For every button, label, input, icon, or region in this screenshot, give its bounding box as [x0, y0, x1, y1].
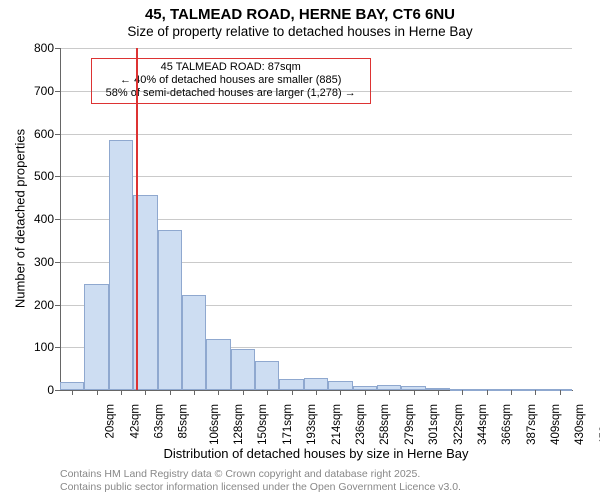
y-tick [55, 262, 60, 263]
x-tick-label: 214sqm [331, 404, 343, 445]
histogram-bar [255, 361, 279, 390]
x-tick [414, 390, 415, 395]
x-tick [218, 390, 219, 395]
x-tick [72, 390, 73, 395]
x-tick [170, 390, 171, 395]
x-tick-label: 150sqm [257, 404, 269, 445]
x-tick-label: 279sqm [404, 404, 416, 445]
x-tick-label: 42sqm [129, 404, 141, 439]
x-tick-label: 322sqm [452, 404, 464, 445]
chart-subtitle: Size of property relative to detached ho… [0, 24, 600, 39]
chart-container: 45, TALMEAD ROAD, HERNE BAY, CT6 6NU Siz… [0, 0, 600, 500]
x-tick-label: 128sqm [233, 404, 245, 445]
x-tick-label: 20sqm [105, 404, 117, 439]
y-tick [55, 134, 60, 135]
x-tick-label: 366sqm [501, 404, 513, 445]
footer-line-2: Contains public sector information licen… [60, 481, 461, 493]
histogram-bar [84, 284, 108, 390]
x-tick-label: 344sqm [477, 404, 489, 445]
x-tick [560, 390, 561, 395]
x-tick-label: 430sqm [574, 404, 586, 445]
x-tick [145, 390, 146, 395]
y-tick [55, 219, 60, 220]
x-tick-label: 236sqm [355, 404, 367, 445]
footer-line-1: Contains HM Land Registry data © Crown c… [60, 468, 420, 480]
x-tick [316, 390, 317, 395]
x-tick [389, 390, 390, 395]
x-tick [97, 390, 98, 395]
histogram-bar [60, 382, 84, 390]
y-tick-label: 700 [26, 84, 54, 98]
x-tick [438, 390, 439, 395]
histogram-bar [206, 339, 230, 390]
histogram-bar [231, 349, 255, 390]
annotation-box: 45 TALMEAD ROAD: 87sqm ← 40% of detached… [91, 58, 371, 104]
x-tick-label: 193sqm [306, 404, 318, 445]
y-tick-label: 400 [26, 212, 54, 226]
y-tick-label: 200 [26, 298, 54, 312]
histogram-bar [109, 140, 133, 390]
annotation-line-3: 58% of semi-detached houses are larger (… [98, 87, 364, 100]
histogram-bar [279, 379, 303, 390]
x-tick [365, 390, 366, 395]
y-tick [55, 347, 60, 348]
annotation-line-1: 45 TALMEAD ROAD: 87sqm [98, 61, 364, 74]
histogram-bar [304, 378, 328, 390]
y-tick [55, 48, 60, 49]
y-tick-label: 600 [26, 127, 54, 141]
x-tick-label: 106sqm [209, 404, 221, 445]
y-tick [55, 305, 60, 306]
x-tick [535, 390, 536, 395]
x-tick [121, 390, 122, 395]
histogram-bar [328, 381, 352, 390]
x-tick-label: 85sqm [178, 404, 190, 439]
y-tick-label: 500 [26, 169, 54, 183]
x-axis-title: Distribution of detached houses by size … [60, 446, 572, 461]
x-tick [340, 390, 341, 395]
x-tick-label: 387sqm [526, 404, 538, 445]
chart-title: 45, TALMEAD ROAD, HERNE BAY, CT6 6NU [0, 6, 600, 23]
x-tick [462, 390, 463, 395]
x-tick-label: 258sqm [379, 404, 391, 445]
x-tick-label: 409sqm [550, 404, 562, 445]
histogram-bar [158, 230, 182, 390]
x-tick-label: 63sqm [153, 404, 165, 439]
y-tick-label: 300 [26, 255, 54, 269]
x-tick [487, 390, 488, 395]
x-tick [511, 390, 512, 395]
y-tick-label: 0 [26, 383, 54, 397]
x-tick [292, 390, 293, 395]
property-marker-line [136, 48, 138, 390]
y-tick [55, 390, 60, 391]
x-tick [243, 390, 244, 395]
y-tick-label: 100 [26, 340, 54, 354]
histogram-bar [182, 295, 206, 390]
annotation-line-2: ← 40% of detached houses are smaller (88… [98, 74, 364, 87]
x-tick-label: 171sqm [282, 404, 294, 445]
x-tick [194, 390, 195, 395]
y-tick [55, 91, 60, 92]
x-tick [267, 390, 268, 395]
y-tick [55, 176, 60, 177]
x-tick-label: 301sqm [428, 404, 440, 445]
y-tick-label: 800 [26, 41, 54, 55]
